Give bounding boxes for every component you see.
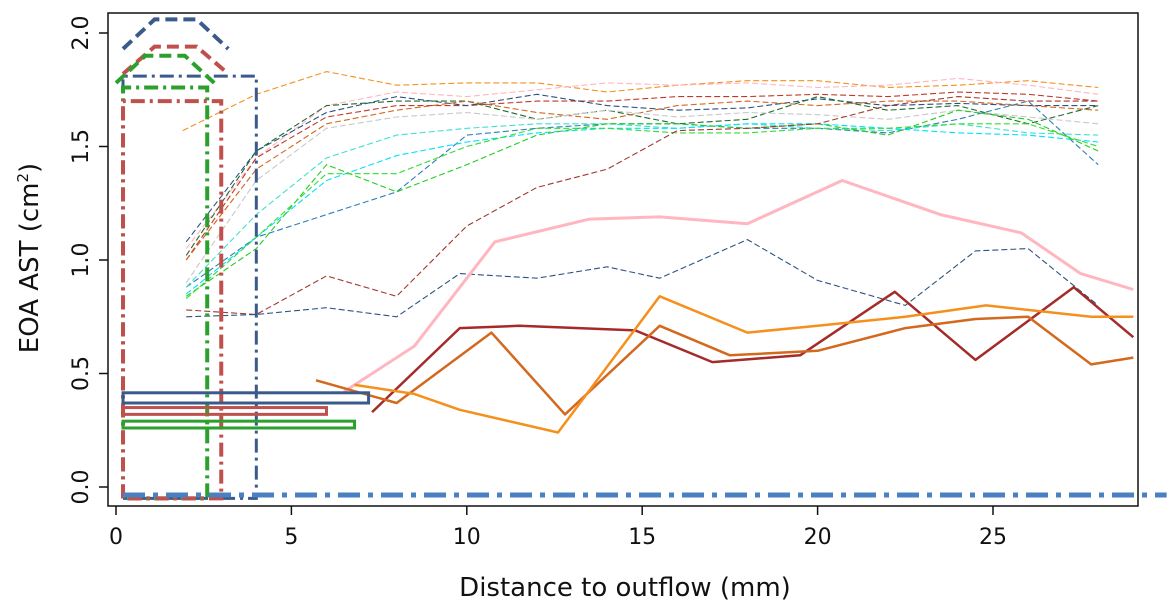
x-tick-label-5: 5 [284,525,298,550]
overlay-bar-9 [121,419,357,430]
series-line-10 [185,123,1099,295]
series-line-12 [185,123,1099,300]
overlay-dashdot-box-1 [121,74,258,500]
y-axis-title-close: ) [15,163,45,173]
series-line-13 [186,96,1099,316]
series-line-9 [185,123,1099,288]
x-tick-label-10: 10 [453,525,481,550]
series-line-16 [371,285,1135,414]
series-line-18 [354,295,1134,434]
series-line-11 [185,109,1099,297]
y-tick-label-1: 0.5 [69,356,94,391]
overlay-bar-8 [121,406,328,416]
series-line-5 [185,96,1099,256]
series-line-6 [185,100,1099,261]
x-axis-title: Distance to outflow (mm) [459,573,791,603]
plot-frame [107,12,1139,507]
x-tick-label-20: 20 [804,525,832,550]
x-axis: 0 5 10 15 20 25 [109,506,1007,550]
overlay-dashed-cap-5 [121,44,230,76]
y-axis-title-sup: 2 [14,173,32,183]
overlay-layer [114,17,1167,501]
y-axis-title: EOA AST (cm2) [14,163,45,353]
overlay-dashed-cap-4 [121,17,230,51]
series-layer [182,71,1135,434]
series-line-17 [315,315,1134,416]
y-tick-label-4: 2.0 [69,16,94,51]
series-line-15 [343,179,1134,393]
y-tick-label-3: 1.5 [69,129,94,164]
series-line-1 [182,71,1099,132]
series-line-14 [186,239,1099,318]
overlay-bar-7 [121,391,371,405]
series-line-8 [185,100,1099,288]
series-line-3 [185,91,1099,261]
overlay-dashdot-box-2 [121,85,210,501]
y-axis-title-main: EOA AST (cm [15,183,45,354]
series-line-7 [185,109,1099,284]
y-tick-label-2: 1.0 [69,243,94,278]
overlay-dashdot-box-3 [121,99,224,501]
y-tick-label-0: 0.0 [69,470,94,505]
series-line-4 [185,93,1099,243]
x-tick-label-25: 25 [979,525,1007,550]
x-tick-label-15: 15 [628,525,656,550]
series-line-2 [185,77,1099,249]
y-axis: 0.0 0.5 1.0 1.5 2.0 [69,16,108,505]
overlay-dashed-cap-6 [114,53,216,85]
x-tick-label-0: 0 [109,525,123,550]
